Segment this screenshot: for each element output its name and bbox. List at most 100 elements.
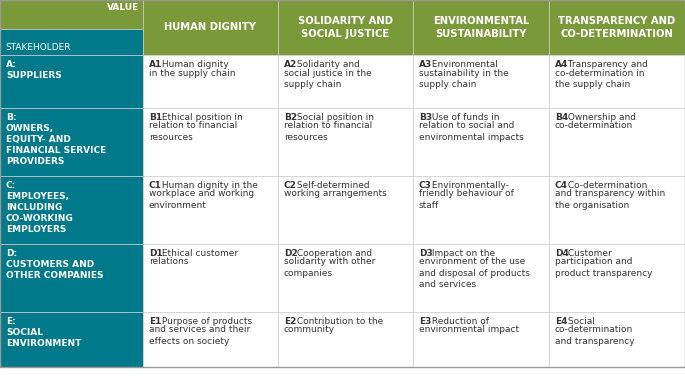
Bar <box>549 312 685 367</box>
Text: social justice in the
supply chain: social justice in the supply chain <box>284 68 372 89</box>
Text: A1: A1 <box>149 60 162 69</box>
Text: Social: Social <box>565 317 595 326</box>
Text: relations: relations <box>149 258 188 266</box>
Text: B2: B2 <box>284 113 297 122</box>
Text: HUMAN DIGNITY: HUMAN DIGNITY <box>164 23 256 33</box>
Bar <box>143 0 278 55</box>
Text: A4: A4 <box>555 60 569 69</box>
Bar <box>0 312 143 367</box>
Bar <box>549 108 685 176</box>
Text: Human dignity in the: Human dignity in the <box>159 181 258 190</box>
Bar <box>413 108 549 176</box>
Bar <box>0 176 143 244</box>
Bar <box>413 244 549 312</box>
Text: SOLIDARITY AND
SOCIAL JUSTICE: SOLIDARITY AND SOCIAL JUSTICE <box>298 16 393 39</box>
Bar <box>143 55 278 108</box>
Text: Solidarity and: Solidarity and <box>294 60 360 69</box>
Bar <box>278 0 413 55</box>
Text: D:
CUSTOMERS AND
OTHER COMPANIES: D: CUSTOMERS AND OTHER COMPANIES <box>6 249 103 280</box>
Text: E1: E1 <box>149 317 162 326</box>
Bar <box>0 244 143 312</box>
Bar <box>143 244 278 312</box>
Text: solidarity with other
companies: solidarity with other companies <box>284 258 375 278</box>
Text: community: community <box>284 326 335 334</box>
Text: A3: A3 <box>419 60 432 69</box>
Text: VALUE: VALUE <box>107 3 139 12</box>
Text: D3: D3 <box>419 249 433 258</box>
Text: ENVIRONMENTAL
SUSTAINABILITY: ENVIRONMENTAL SUSTAINABILITY <box>433 16 530 39</box>
Text: and services and their
effects on society: and services and their effects on societ… <box>149 326 250 346</box>
Bar <box>143 176 278 244</box>
Bar <box>143 312 278 367</box>
Bar <box>413 312 549 367</box>
Text: Contribution to the: Contribution to the <box>294 317 383 326</box>
Bar <box>413 0 549 55</box>
Text: B3: B3 <box>419 113 432 122</box>
Bar <box>278 244 413 312</box>
Text: Human dignity: Human dignity <box>159 60 229 69</box>
Text: Co-determination: Co-determination <box>565 181 647 190</box>
Text: Transparency and: Transparency and <box>565 60 648 69</box>
Bar <box>278 108 413 176</box>
Text: relation to financial
resources: relation to financial resources <box>284 121 372 142</box>
Text: participation and
product transparency: participation and product transparency <box>555 258 653 278</box>
Text: working arrangements: working arrangements <box>284 189 387 199</box>
Text: D2: D2 <box>284 249 298 258</box>
Text: TRANSPARENCY AND
CO-DETERMINATION: TRANSPARENCY AND CO-DETERMINATION <box>558 16 675 39</box>
Text: B:
OWNERS,
EQUITY- AND
FINANCIAL SERVICE
PROVIDERS: B: OWNERS, EQUITY- AND FINANCIAL SERVICE… <box>6 113 106 166</box>
Text: workplace and working
environment: workplace and working environment <box>149 189 254 210</box>
Bar <box>413 55 549 108</box>
Bar <box>549 0 685 55</box>
Bar <box>0 0 143 28</box>
Text: B4: B4 <box>555 113 569 122</box>
Text: C4: C4 <box>555 181 568 190</box>
Text: Reduction of: Reduction of <box>429 317 489 326</box>
Text: relation to financial
resources: relation to financial resources <box>149 121 237 142</box>
Text: co-determination
and transparency: co-determination and transparency <box>555 326 634 346</box>
Text: Purpose of products: Purpose of products <box>159 317 252 326</box>
Text: D1: D1 <box>149 249 163 258</box>
Bar <box>278 176 413 244</box>
Bar <box>0 55 143 108</box>
Text: E3: E3 <box>419 317 432 326</box>
Text: Self-determined: Self-determined <box>294 181 370 190</box>
Text: C3: C3 <box>419 181 432 190</box>
Text: C:
EMPLOYEES,
INCLUDING
CO-WORKING
EMPLOYERS: C: EMPLOYEES, INCLUDING CO-WORKING EMPLO… <box>6 181 74 234</box>
Text: E2: E2 <box>284 317 297 326</box>
Text: Social position in: Social position in <box>294 113 374 122</box>
Text: environment of the use
and disposal of products
and services: environment of the use and disposal of p… <box>419 258 530 289</box>
Text: Cooperation and: Cooperation and <box>294 249 372 258</box>
Bar <box>0 108 143 176</box>
Text: environmental impact: environmental impact <box>419 326 519 334</box>
Bar <box>278 55 413 108</box>
Text: A2: A2 <box>284 60 297 69</box>
Text: relation to social and
environmental impacts: relation to social and environmental imp… <box>419 121 524 142</box>
Text: B1: B1 <box>149 113 162 122</box>
Text: Use of funds in: Use of funds in <box>429 113 499 122</box>
Bar <box>143 108 278 176</box>
Text: friendly behaviour of
staff: friendly behaviour of staff <box>419 189 514 210</box>
Bar <box>413 176 549 244</box>
Text: E4: E4 <box>555 317 567 326</box>
Bar <box>549 176 685 244</box>
Text: Ethical customer: Ethical customer <box>159 249 238 258</box>
Text: Customer: Customer <box>565 249 612 258</box>
Bar <box>549 244 685 312</box>
Text: A:
SUPPLIERS: A: SUPPLIERS <box>6 60 62 80</box>
Text: co-determination: co-determination <box>555 121 633 131</box>
Text: STAKEHOLDER: STAKEHOLDER <box>5 43 71 52</box>
Text: Environmental: Environmental <box>429 60 498 69</box>
Text: Environmentally-: Environmentally- <box>429 181 509 190</box>
Text: sustainability in the
supply chain: sustainability in the supply chain <box>419 68 509 89</box>
Text: C2: C2 <box>284 181 297 190</box>
Bar <box>0 28 143 55</box>
Text: in the supply chain: in the supply chain <box>149 68 236 78</box>
Text: C1: C1 <box>149 181 162 190</box>
Bar <box>549 55 685 108</box>
Text: co-determination in
the supply chain: co-determination in the supply chain <box>555 68 645 89</box>
Text: Ethical position in: Ethical position in <box>159 113 242 122</box>
Text: Impact on the: Impact on the <box>429 249 495 258</box>
Text: D4: D4 <box>555 249 569 258</box>
Text: and transparency within
the organisation: and transparency within the organisation <box>555 189 665 210</box>
Text: E:
SOCIAL
ENVIRONMENT: E: SOCIAL ENVIRONMENT <box>6 317 82 348</box>
